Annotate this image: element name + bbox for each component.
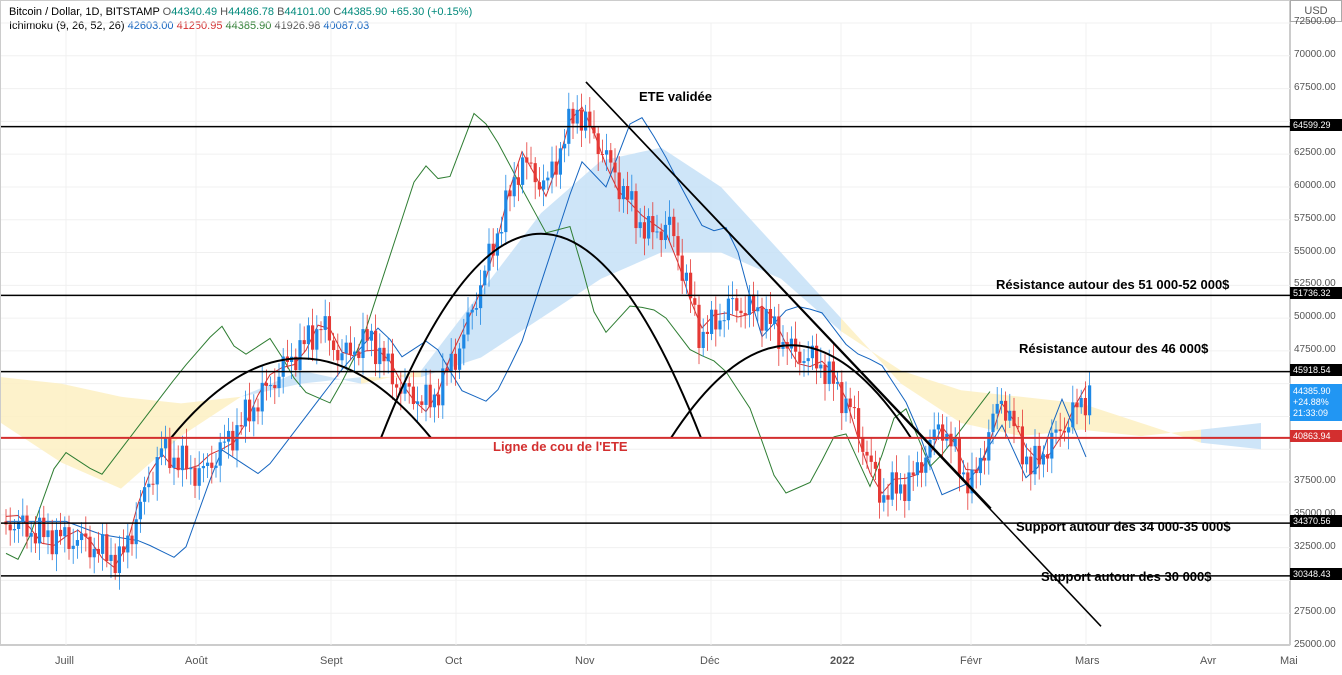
price-level-marker: 30348.43	[1290, 568, 1342, 580]
price-tick: 37500.00	[1290, 475, 1342, 486]
ohlc-low: 44101.00	[284, 6, 330, 18]
ohlc-open: 44340.49	[171, 6, 217, 18]
time-tick: Nov	[575, 655, 595, 667]
ohlc-close: 44385.90	[341, 6, 387, 18]
price-level-marker: 34370.56	[1290, 515, 1342, 527]
price-tick: 62500.00	[1290, 147, 1342, 158]
indicator-value: 41926.98	[271, 20, 320, 32]
time-tick: Déc	[700, 655, 720, 667]
price-tick: 55000.00	[1290, 246, 1342, 257]
time-tick: Juill	[55, 655, 74, 667]
chart-annotation: Résistance autour des 46 000$	[1019, 341, 1208, 356]
indicator-value: 42603.00	[128, 20, 174, 32]
price-tick: 67500.00	[1290, 82, 1342, 93]
price-tick: 50000.00	[1290, 311, 1342, 322]
indicator-value: 44385.90	[222, 20, 271, 32]
price-tick: 70000.00	[1290, 49, 1342, 60]
time-tick: Févr	[960, 655, 982, 667]
indicator-value: 41250.95	[174, 20, 223, 32]
price-tick: 57500.00	[1290, 213, 1342, 224]
price-tick: 72500.00	[1290, 16, 1342, 27]
chart-plot-area[interactable]: Bitcoin / Dollar, 1D, BITSTAMP O44340.49…	[0, 0, 1290, 645]
time-tick: Mars	[1075, 655, 1099, 667]
time-tick: Avr	[1200, 655, 1216, 667]
chart-annotation: ETE validée	[639, 89, 712, 104]
price-level-marker: 40863.94	[1290, 430, 1342, 442]
price-level-marker: 64599.29	[1290, 119, 1342, 131]
time-tick: Oct	[445, 655, 462, 667]
symbol-label: Bitcoin / Dollar, 1D, BITSTAMP	[9, 6, 160, 18]
price-level-marker: 45918.54	[1290, 364, 1342, 376]
time-tick: 2022	[830, 655, 854, 667]
chart-annotation: Ligne de cou de l'ETE	[493, 439, 628, 454]
time-tick: Août	[185, 655, 208, 667]
chart-header: Bitcoin / Dollar, 1D, BITSTAMP O44340.49…	[9, 5, 472, 33]
ohlc-change: +65.30 (+0.15%)	[390, 6, 472, 18]
price-tick: 27500.00	[1290, 606, 1342, 617]
indicator-value: 40087.03	[320, 20, 369, 32]
price-tick: 60000.00	[1290, 180, 1342, 191]
chart-annotation: Support autour des 34 000-35 000$	[1016, 519, 1231, 534]
chart-annotation: Support autour des 30 000$	[1041, 569, 1212, 584]
price-tick: 25000.00	[1290, 639, 1342, 650]
time-axis[interactable]: JuillAoûtSeptOctNovDéc2022FévrMarsAvrMai	[0, 645, 1290, 675]
price-tick: 32500.00	[1290, 541, 1342, 552]
price-level-marker: 51736.32	[1290, 287, 1342, 299]
time-tick: Mai	[1280, 655, 1298, 667]
ohlc-high: 44486.78	[228, 6, 274, 18]
time-tick: Sept	[320, 655, 343, 667]
indicator-name: Ichimoku (9, 26, 52, 26)	[9, 20, 125, 32]
chart-annotation: Résistance autour des 51 000-52 000$	[996, 277, 1229, 292]
price-tick: 47500.00	[1290, 344, 1342, 355]
price-axis[interactable]: USD 72500.0070000.0067500.0064599.296250…	[1290, 0, 1342, 645]
current-price-marker: 44385.90 +24.88% 21:33:09	[1290, 385, 1342, 421]
